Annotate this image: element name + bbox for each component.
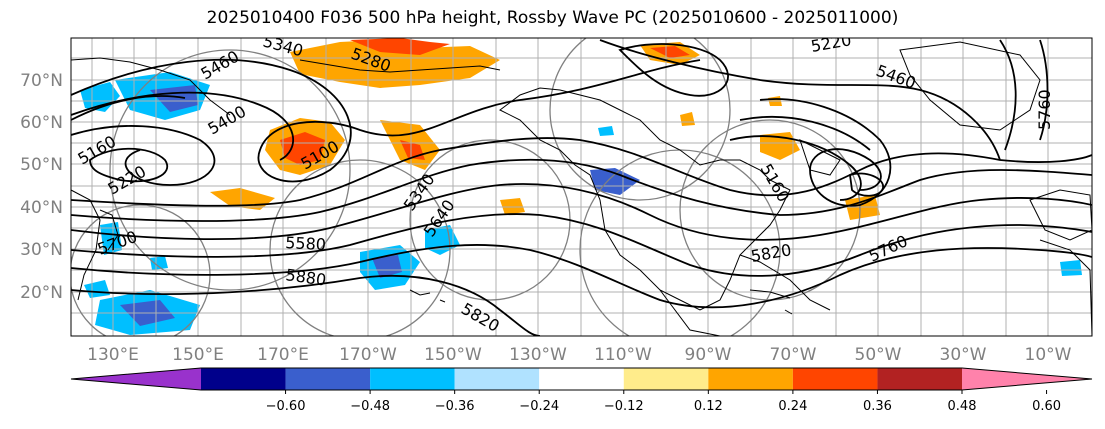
colorbar-segment [877,368,962,390]
colorbar-segment [71,368,201,390]
lon-label: 130°E [87,345,139,365]
lon-label: 110°W [594,345,652,365]
lat-label: 50°N [20,155,63,175]
lon-label: 10°W [1025,345,1072,365]
colorbar-segment [623,368,709,390]
lat-label: 70°N [20,71,63,91]
lat-label: 40°N [20,198,63,218]
lon-label: 70°W [770,345,817,365]
map-title: 2025010400 F036 500 hPa height, Rossby W… [206,8,899,28]
colorbar-segment [285,368,371,390]
colorbar-tick-label: 0.36 [863,399,892,414]
lon-label: 130°W [509,345,567,365]
lat-label: 30°N [20,240,63,260]
lon-label: 170°W [339,345,397,365]
latitude-labels: 70°N 60°N 50°N 40°N 30°N 20°N [20,71,63,303]
colorbar-segment [539,368,624,390]
lon-label: 170°E [257,345,309,365]
lon-label: 50°W [855,345,902,365]
rossby-wave-packets [71,38,861,336]
lon-label: 150°W [424,345,482,365]
colorbar-tick-label: −0.60 [266,399,306,414]
colorbar-outline [70,367,1093,391]
colorbar-tick-label: 0.24 [778,399,807,414]
coastlines [71,41,1092,336]
colorbar-tick-label: −0.48 [350,399,390,414]
lon-label: 150°E [172,345,224,365]
colorbar-tick-label: −0.12 [604,399,644,414]
lat-label: 60°N [20,113,63,133]
colorbar-segment [454,368,540,390]
colorbar-segment [792,368,878,390]
colorbar-tick-label: 0.48 [948,399,977,414]
height-contours [71,39,1092,336]
contour-label: 5580 [285,233,327,254]
colorbar-tick-label: −0.36 [435,399,475,414]
map-plot-area: 5340 5280 5220 5460 5400 5160 5100 5220 … [71,38,1092,336]
longitude-labels: 130°E 150°E 170°E 170°W 150°W 130°W 110°… [87,345,1072,365]
lon-label: 90°W [685,345,732,365]
colorbar-tick-label: 0.60 [1032,399,1061,414]
colorbar-segment [708,368,793,390]
colorbar-segment [370,368,455,390]
contour-label: 5760 [1035,89,1054,130]
colorbar: −0.60 −0.48 −0.36 −0.24 −0.12 0.12 0.24 0.36 0.4… [70,367,1093,414]
lat-label: 20°N [20,283,63,303]
colorbar-segment [962,368,1092,390]
colorbar-tick-label: 0.12 [694,399,723,414]
map-frame [70,37,1093,337]
lon-label: 30°W [940,345,987,365]
colorbar-segment [201,368,286,390]
colorbar-tick-label: −0.24 [519,399,559,414]
